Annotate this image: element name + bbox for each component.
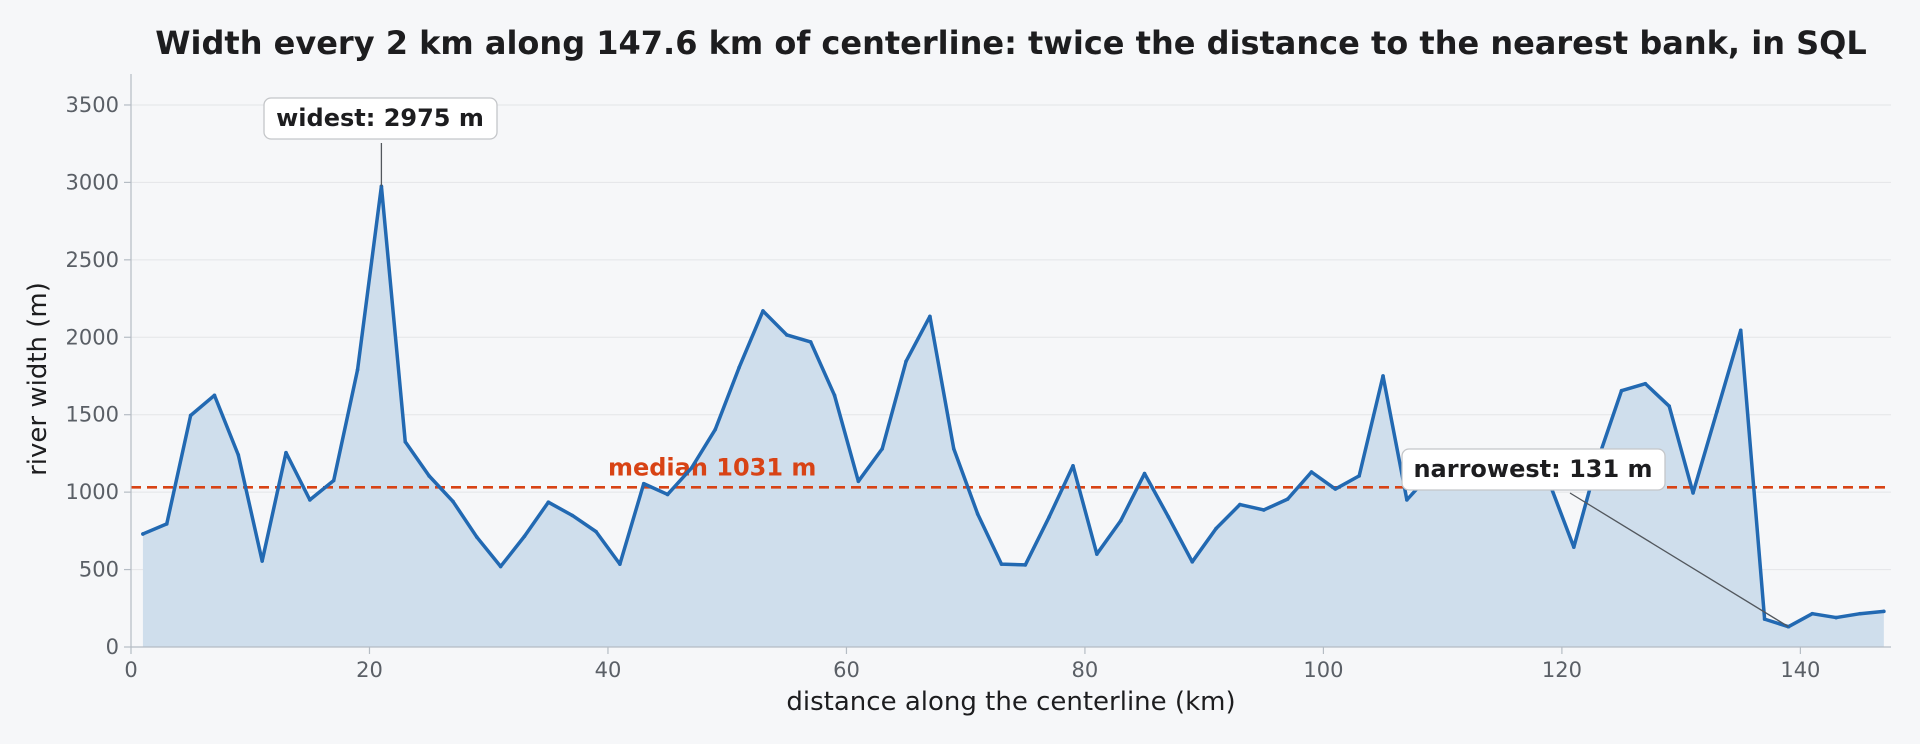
data-point [832, 393, 837, 398]
chart-title: Width every 2 km along 147.6 km of cente… [155, 24, 1867, 62]
data-point [641, 481, 646, 486]
data-point [856, 479, 861, 484]
data-point [427, 474, 431, 478]
data-point [1142, 471, 1147, 476]
annotations: widest: 2975 m narrowest: 131 m [263, 97, 1789, 628]
data-point [665, 492, 670, 497]
x-tick-label: 60 [833, 658, 860, 682]
y-tick-label: 0 [106, 635, 119, 659]
widest-annotation-box [263, 97, 498, 140]
data-point [522, 534, 527, 539]
data-point [928, 314, 932, 319]
data-point [141, 532, 145, 536]
data-point [1810, 611, 1815, 616]
data-point [546, 500, 551, 505]
widest-annotation-text: widest: 2975 m [276, 104, 484, 132]
y-tick-label: 2000 [66, 325, 119, 349]
data-point [761, 309, 765, 313]
data-point [1095, 552, 1099, 556]
data-point [1333, 487, 1338, 491]
data-point [785, 333, 789, 337]
data-point [713, 427, 718, 432]
data-point [975, 512, 980, 516]
data-point [498, 564, 503, 569]
area-fill-layer [142, 186, 1884, 647]
data-point [1667, 404, 1672, 408]
y-tick-label: 3500 [66, 93, 119, 117]
data-point [570, 513, 574, 518]
data-point [1190, 560, 1195, 564]
data-point [1691, 491, 1695, 495]
data-point [284, 450, 288, 455]
y-tick-label: 1000 [66, 480, 119, 504]
data-point [403, 440, 408, 444]
data-point [1572, 545, 1576, 549]
data-point [1619, 388, 1624, 393]
data-point [212, 393, 217, 398]
data-point [1858, 611, 1862, 616]
data-point [1834, 615, 1838, 620]
y-tick-label: 1500 [66, 403, 119, 427]
data-point [1405, 498, 1409, 502]
x-tick-label: 0 [124, 658, 137, 682]
data-point [1166, 515, 1171, 519]
data-point [1882, 609, 1886, 614]
y-tick-label: 500 [79, 558, 119, 582]
x-tick-label: 40 [595, 658, 622, 682]
data-point [1381, 374, 1385, 378]
data-point [1071, 464, 1075, 468]
data-point [188, 413, 193, 418]
data-point [999, 562, 1004, 566]
data-point [331, 478, 336, 483]
data-point [904, 359, 908, 364]
data-point [1214, 526, 1218, 531]
data-point [1238, 502, 1242, 507]
data-point [689, 466, 694, 470]
data-point [164, 522, 169, 526]
x-tick-label: 100 [1303, 658, 1343, 682]
data-point [355, 367, 360, 372]
y-tick-label: 2500 [66, 248, 119, 272]
data-point [474, 535, 479, 539]
y-axis-label: river width (m) [23, 282, 53, 476]
x-tick-label: 80 [1072, 658, 1099, 682]
axes: 0 500 1000 1500 2000 2500 3000 3500 0 20 40 60 80 100… [66, 74, 1891, 682]
median-layer: median 1031 m [131, 453, 1891, 489]
data-point [1309, 470, 1314, 474]
data-point [618, 562, 622, 566]
data-point [808, 340, 813, 344]
data-point [737, 365, 741, 370]
median-label: median 1031 m [608, 453, 817, 481]
narrowest-arrow [1569, 492, 1789, 628]
data-point [1047, 515, 1051, 519]
x-axis-label: distance along the centerline (km) [786, 687, 1235, 717]
data-point [1285, 497, 1290, 501]
data-point [1261, 508, 1266, 512]
data-point [1715, 409, 1719, 414]
data-point [1762, 617, 1767, 621]
data-point [594, 529, 598, 534]
data-point [260, 559, 264, 563]
x-tick-label: 140 [1780, 658, 1820, 682]
data-point [308, 498, 312, 502]
data-point [880, 446, 885, 451]
data-point [236, 453, 241, 457]
data-point [451, 499, 455, 504]
narrowest-annotation-box [1401, 448, 1666, 491]
data-point [1738, 328, 1743, 333]
data-point [1023, 563, 1028, 567]
y-tick-label: 3000 [66, 170, 119, 194]
data-point [951, 446, 956, 451]
data-point [1357, 474, 1361, 478]
width-area-fill [142, 186, 1884, 647]
data-point [1118, 518, 1123, 523]
x-tick-label: 20 [356, 658, 383, 682]
data-point [1643, 381, 1648, 386]
narrowest-annotation-text: narrowest: 131 m [1413, 455, 1652, 483]
x-tick-label: 120 [1542, 658, 1582, 682]
